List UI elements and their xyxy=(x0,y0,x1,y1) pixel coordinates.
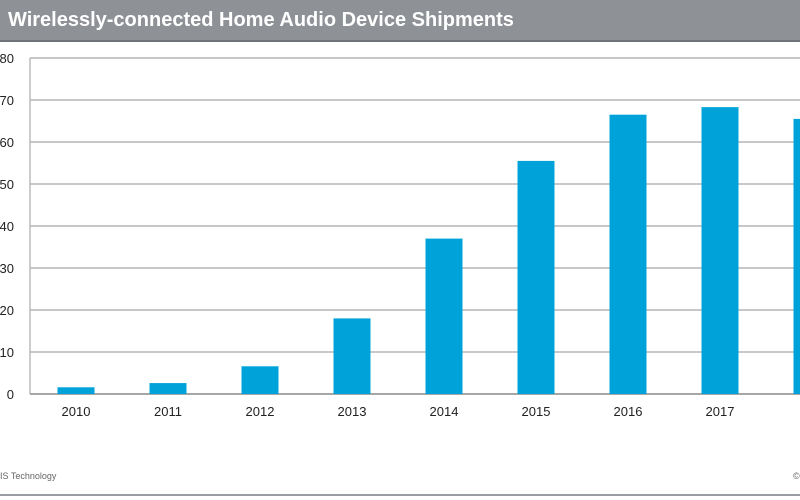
bar-2015 xyxy=(517,160,555,394)
x-tick-label: 2010 xyxy=(62,404,91,419)
source-note: IS Technology xyxy=(0,471,57,481)
chart-title: Wirelessly-connected Home Audio Device S… xyxy=(8,9,514,31)
bar-2012 xyxy=(241,366,279,394)
y-tick-label: 50 xyxy=(0,177,14,192)
x-tick-label: 2011 xyxy=(154,404,182,419)
x-tick-label: 2016 xyxy=(614,404,643,419)
bar-chart: 0 10 20 30 40 50 60 70 80 2010 2011 2012 2013 2014 20… xyxy=(0,51,800,419)
x-tick-label: 2017 xyxy=(706,404,735,419)
bar-2011 xyxy=(149,383,187,394)
y-tick-label: 80 xyxy=(0,51,14,66)
bottom-divider xyxy=(0,494,800,496)
y-tick-label: 60 xyxy=(0,135,14,150)
bar-2014 xyxy=(425,238,463,394)
y-tick-label: 40 xyxy=(0,219,14,234)
x-tick-label: 2012 xyxy=(246,404,275,419)
x-tick-label: 2015 xyxy=(522,404,551,419)
bar-2016 xyxy=(609,114,647,394)
y-tick-label: 10 xyxy=(0,345,14,360)
y-tick-label: 70 xyxy=(0,93,14,108)
y-tick-label: 20 xyxy=(0,303,14,318)
bar-2013 xyxy=(333,318,371,394)
x-tick-label: 2013 xyxy=(338,404,367,419)
bar-2010 xyxy=(57,387,95,394)
bar-2017 xyxy=(701,107,739,394)
chart-title-bar: Wirelessly-connected Home Audio Device S… xyxy=(0,0,800,42)
y-tick-label: 30 xyxy=(0,261,14,276)
bar-2018 xyxy=(793,118,800,395)
x-tick-label: 2014 xyxy=(430,404,459,419)
copyright-note: © xyxy=(793,471,800,481)
y-tick-label: 0 xyxy=(7,387,14,402)
